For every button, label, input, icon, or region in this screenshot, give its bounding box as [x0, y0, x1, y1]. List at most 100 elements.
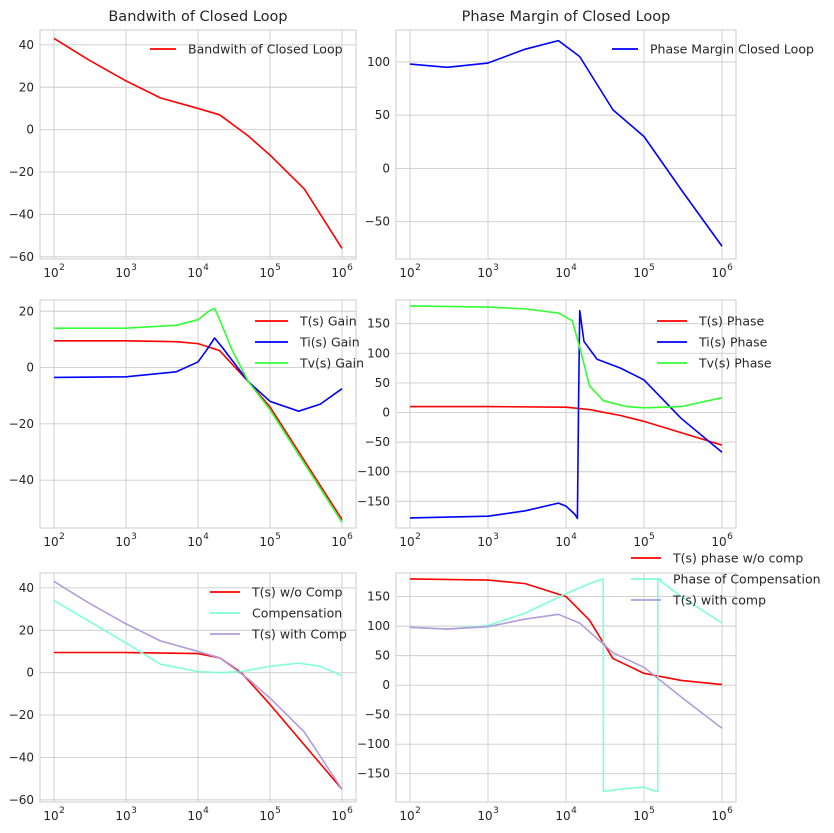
x-tick-label: 10	[259, 535, 274, 549]
legend-label: T(s) with comp	[672, 593, 766, 608]
x-tick-exponent: 6	[727, 806, 733, 816]
x-tick-exponent: 3	[131, 263, 137, 273]
x-tick-exponent: 4	[203, 263, 209, 273]
x-tick-label: 10	[477, 535, 492, 549]
chart-title: Bandwith of Closed Loop	[108, 9, 287, 25]
x-tick-exponent: 6	[727, 532, 733, 542]
y-tick-label: 0	[26, 361, 34, 375]
x-tick-label: 10	[43, 809, 58, 823]
y-tick-label: −20	[9, 417, 34, 431]
x-tick-exponent: 2	[59, 806, 65, 816]
series-line-3	[53, 580, 343, 790]
legend-label: Tv(s) Phase	[698, 356, 772, 371]
x-tick-exponent: 3	[493, 532, 499, 542]
y-tick-label: −150	[357, 767, 390, 781]
plot-frame	[39, 29, 357, 260]
y-tick-label: −60	[9, 250, 34, 264]
x-tick-label: 10	[187, 535, 202, 549]
x-tick-exponent: 2	[59, 263, 65, 273]
legend: T(s) phase w/o comp Phase of Compensation…	[631, 551, 821, 608]
x-tick-exponent: 5	[649, 806, 655, 816]
y-tick-label: −50	[365, 435, 390, 449]
y-tick-label: 20	[19, 304, 34, 318]
legend-label: Ti(s) Gain	[299, 335, 360, 350]
x-tick-label: 10	[331, 535, 346, 549]
legend-label: T(s) Gain	[299, 314, 357, 329]
x-tick-exponent: 6	[347, 806, 353, 816]
series-line-3	[54, 307, 343, 523]
x-tick-exponent: 3	[131, 806, 137, 816]
x-tick-label: 10	[187, 809, 202, 823]
legend-label: T(s) phase w/o comp	[672, 551, 803, 566]
plot-frame	[395, 572, 737, 803]
legend-label: Phase Margin Closed Loop	[650, 42, 814, 57]
x-tick-exponent: 5	[275, 263, 281, 273]
series-line-1	[410, 405, 723, 446]
legend: Phase Margin Closed Loop	[612, 42, 814, 57]
legend-label: T(s) with Comp	[251, 627, 347, 642]
series-line-2	[409, 578, 723, 793]
x-tick-label: 10	[633, 266, 648, 280]
x-tick-label: 10	[555, 266, 570, 280]
series-line-1	[53, 37, 343, 249]
x-tick-label: 10	[259, 266, 274, 280]
series-line-1	[409, 39, 723, 247]
x-tick-label: 10	[259, 809, 274, 823]
x-tick-exponent: 5	[275, 806, 281, 816]
legend: T(s) w/o Comp Compensation T(s) with Comp	[210, 585, 347, 642]
y-tick-label: −20	[9, 708, 34, 722]
x-tick-label: 10	[399, 535, 414, 549]
y-tick-label: 150	[367, 317, 390, 331]
series-line-2	[53, 337, 343, 412]
legend: T(s) Gain Ti(s) Gain Tv(s) Gain	[255, 314, 364, 371]
plot-frame	[39, 572, 357, 803]
x-tick-exponent: 3	[493, 806, 499, 816]
y-tick-label: 150	[367, 590, 390, 604]
x-tick-label: 10	[633, 535, 648, 549]
y-tick-label: −60	[9, 793, 34, 807]
x-tick-label: 10	[115, 535, 130, 549]
x-tick-exponent: 2	[415, 806, 421, 816]
series-line-2	[409, 309, 723, 520]
x-tick-exponent: 2	[415, 532, 421, 542]
y-tick-label: 0	[382, 161, 390, 175]
x-tick-exponent: 5	[275, 532, 281, 542]
x-tick-label: 10	[555, 809, 570, 823]
y-tick-label: 0	[382, 678, 390, 692]
x-tick-label: 10	[331, 266, 346, 280]
y-tick-label: 20	[19, 623, 34, 637]
plot-frame	[395, 29, 737, 260]
y-tick-label: 0	[26, 123, 34, 137]
y-tick-label: 0	[382, 406, 390, 420]
x-tick-label: 10	[43, 535, 58, 549]
y-tick-label: −20	[9, 165, 34, 179]
y-tick-label: 40	[19, 38, 34, 52]
x-tick-exponent: 2	[415, 263, 421, 273]
legend: T(s) Phase Ti(s) Phase Tv(s) Phase	[657, 314, 772, 371]
y-tick-label: 100	[367, 346, 390, 360]
x-tick-exponent: 4	[203, 532, 209, 542]
x-tick-label: 10	[633, 809, 648, 823]
y-tick-label: 50	[375, 649, 390, 663]
y-tick-label: −40	[9, 473, 34, 487]
x-tick-exponent: 4	[571, 263, 577, 273]
x-tick-exponent: 6	[347, 263, 353, 273]
legend-label: T(s) Phase	[698, 314, 765, 329]
x-tick-exponent: 4	[571, 532, 577, 542]
y-tick-label: 40	[19, 581, 34, 595]
series-line-1	[409, 578, 723, 686]
x-tick-label: 10	[711, 266, 726, 280]
legend-label: Tv(s) Gain	[299, 356, 364, 371]
y-tick-label: 0	[26, 666, 34, 680]
legend-label: Phase of Compensation	[673, 572, 821, 587]
x-tick-label: 10	[477, 266, 492, 280]
legend-label: Bandwith of Closed Loop	[188, 42, 343, 57]
chart-title: Phase Margin of Closed Loop	[462, 9, 671, 25]
y-tick-label: 50	[375, 376, 390, 390]
y-tick-label: −100	[357, 465, 390, 479]
x-tick-exponent: 6	[727, 263, 733, 273]
